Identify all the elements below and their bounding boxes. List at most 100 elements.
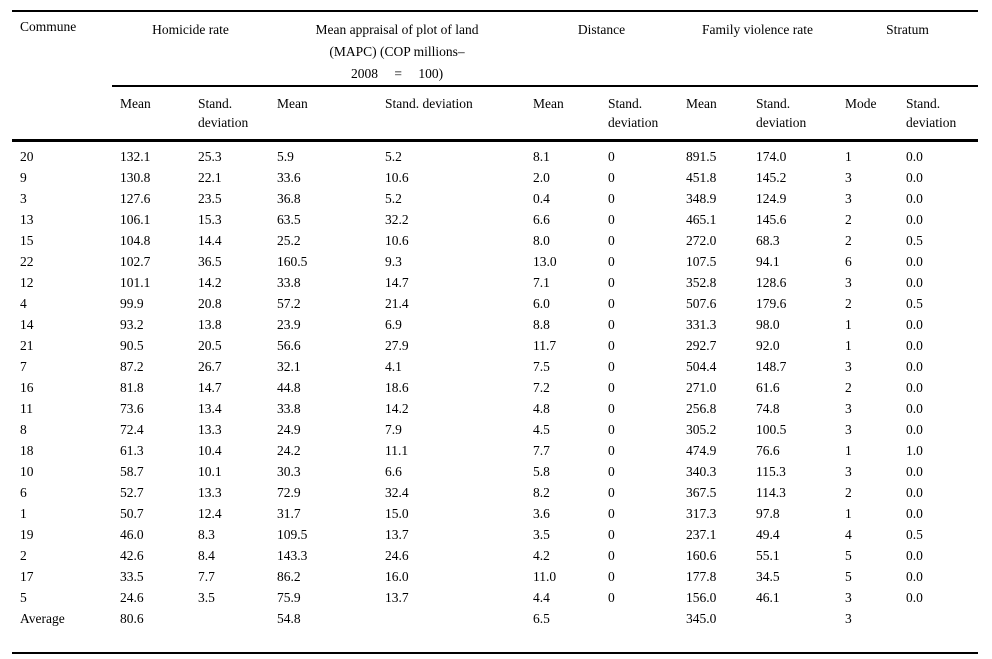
value-cell: 8.2	[533, 485, 550, 500]
value-cell: 10.1	[198, 464, 222, 479]
value-cell: 156.0	[686, 590, 717, 605]
value-cell: 4.2	[533, 548, 550, 563]
value-cell: 179.6	[756, 296, 787, 311]
commune-cell: 5	[20, 590, 27, 605]
table-row: 8 72.4 13.3 24.9 7.9 4.5 0 305.2 100.5 3 0.0	[12, 419, 978, 440]
value-cell: 0	[608, 380, 615, 395]
table-row: 2 42.6 8.4 143.3 24.6 4.2 0 160.6 55.1 5 0.0	[12, 545, 978, 566]
value-cell: 14.2	[198, 275, 222, 290]
value-cell: 465.1	[686, 212, 717, 227]
value-cell: 57.2	[277, 296, 301, 311]
value-cell: 0	[608, 212, 615, 227]
value-cell: 12.4	[198, 506, 222, 521]
value-cell: 72.9	[277, 485, 301, 500]
subheader-homicide-mean: Mean	[112, 86, 190, 142]
table-row: 10 58.7 10.1 30.3 6.6 5.8 0 340.3 115.3 3 0.0	[12, 461, 978, 482]
subheader-homicide-sd: Stand. deviation	[190, 86, 269, 142]
value-cell: 4.5	[533, 422, 550, 437]
value-cell: 63.5	[277, 212, 301, 227]
value-cell: 61.3	[120, 443, 144, 458]
value-cell: 1	[845, 149, 852, 164]
value-cell: 271.0	[686, 380, 717, 395]
value-cell: 504.4	[686, 359, 717, 374]
subheader-mapc-mean: Mean	[269, 86, 377, 142]
value-cell: 2.0	[533, 170, 550, 185]
value-cell: 10.6	[385, 170, 409, 185]
commune-cell: 21	[20, 338, 34, 353]
value-cell: 6	[845, 254, 852, 269]
column-group-distance: Distance	[525, 11, 679, 87]
value-cell: 7.7	[533, 443, 550, 458]
table-body: 20 132.1 25.3 5.9 5.2 8.1 0 891.5 174.0 1 0.0 9 130.…	[12, 141, 978, 654]
value-cell: 3	[845, 401, 852, 416]
value-cell: 21.4	[385, 296, 409, 311]
commune-cell: 13	[20, 212, 34, 227]
value-cell: 33.5	[120, 569, 144, 584]
subheader-distance-mean: Mean	[525, 86, 601, 142]
value-cell: 2	[845, 212, 852, 227]
commune-cell: 10	[20, 464, 34, 479]
value-cell: 27.9	[385, 338, 409, 353]
value-cell: 50.7	[120, 506, 144, 521]
value-cell: 160.6	[686, 548, 717, 563]
value-cell: 3	[845, 464, 852, 479]
value-cell: 0.0	[906, 380, 923, 395]
table-row: 19 46.0 8.3 109.5 13.7 3.5 0 237.1 49.4 4 0.5	[12, 524, 978, 545]
value-cell: 0.0	[906, 569, 923, 584]
value-cell: 331.3	[686, 317, 717, 332]
value-cell: 20.5	[198, 338, 222, 353]
value-cell: 256.8	[686, 401, 717, 416]
mapc-header-line1: Mean appraisal of plot of land	[315, 22, 479, 37]
table-row: 6 52.7 13.3 72.9 32.4 8.2 0 367.5 114.3 2 0.0	[12, 482, 978, 503]
table-row: 11 73.6 13.4 33.8 14.2 4.8 0 256.8 74.8 3 0.0	[12, 398, 978, 419]
value-cell: 2	[845, 233, 852, 248]
table-row: 3 127.6 23.5 36.8 5.2 0.4 0 348.9 124.9 3 0.0	[12, 188, 978, 209]
value-cell: 25.3	[198, 149, 222, 164]
value-cell: 237.1	[686, 527, 717, 542]
value-cell: 8.3	[198, 527, 215, 542]
value-cell: 34.5	[756, 569, 780, 584]
value-cell	[190, 608, 269, 653]
value-cell: 11.7	[533, 338, 557, 353]
commune-cell: 20	[20, 149, 34, 164]
value-cell: 6.0	[533, 296, 550, 311]
table-row: 22 102.7 36.5 160.5 9.3 13.0 0 107.5 94.1 6 0.0	[12, 251, 978, 272]
value-cell: 25.2	[277, 233, 301, 248]
value-cell: 0.0	[906, 254, 923, 269]
value-cell: 1	[845, 443, 852, 458]
value-cell: 5.9	[277, 149, 294, 164]
value-cell: 0	[608, 590, 615, 605]
value-cell: 5.8	[533, 464, 550, 479]
commune-cell: 12	[20, 275, 34, 290]
value-cell: 93.2	[120, 317, 144, 332]
value-cell: 0.0	[906, 401, 923, 416]
value-cell: 3.5	[198, 590, 215, 605]
value-cell: 8.0	[533, 233, 550, 248]
value-cell: 317.3	[686, 506, 717, 521]
column-group-stratum: Stratum	[837, 11, 979, 87]
descriptive-statistics-table-wrap: Commune Homicide rate Mean appraisal of …	[12, 10, 979, 654]
value-cell: 10.6	[385, 233, 409, 248]
value-cell: 11.1	[385, 443, 409, 458]
value-cell: 107.5	[686, 254, 717, 269]
value-cell: 24.6	[120, 590, 144, 605]
value-cell: 76.6	[756, 443, 780, 458]
value-cell: 5.2	[385, 191, 402, 206]
value-cell: 9.3	[385, 254, 402, 269]
value-cell: 8.1	[533, 149, 550, 164]
value-cell: 0	[608, 296, 615, 311]
value-cell: 87.2	[120, 359, 144, 374]
value-cell: 81.8	[120, 380, 144, 395]
table-row: 21 90.5 20.5 56.6 27.9 11.7 0 292.7 92.0 1 0.0	[12, 335, 978, 356]
value-cell: 72.4	[120, 422, 144, 437]
value-cell	[898, 608, 978, 653]
value-cell: 0.0	[906, 191, 923, 206]
value-cell: 272.0	[686, 233, 717, 248]
value-cell: 44.8	[277, 380, 301, 395]
table-row: 14 93.2 13.8 23.9 6.9 8.8 0 331.3 98.0 1 0.0	[12, 314, 978, 335]
value-cell: 3	[845, 191, 852, 206]
value-cell: 0	[608, 548, 615, 563]
value-cell: 177.8	[686, 569, 717, 584]
value-cell: 32.1	[277, 359, 301, 374]
value-cell: 18.6	[385, 380, 409, 395]
